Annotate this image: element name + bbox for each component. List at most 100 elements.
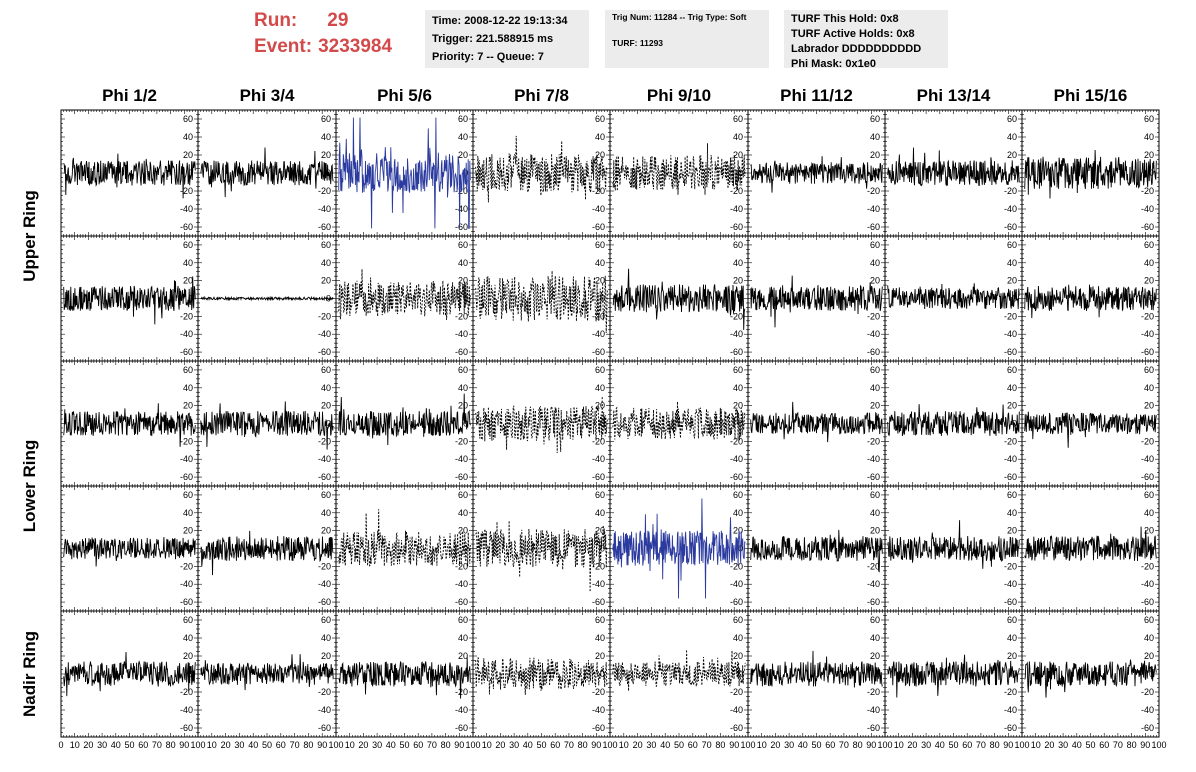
waveform-trace <box>1024 411 1157 448</box>
waveform-trace <box>63 276 196 325</box>
waveform-trace <box>200 147 334 198</box>
waveform-trace <box>63 403 196 447</box>
waveform-trace <box>475 135 608 203</box>
y-tick-label: 60 <box>733 114 743 124</box>
y-tick-label: 40 <box>183 258 193 268</box>
y-tick-label: 40 <box>1007 258 1017 268</box>
y-tick-label: -60 <box>867 222 880 232</box>
y-tick-label: 40 <box>321 383 331 393</box>
y-tick-label: 60 <box>733 490 743 500</box>
panel-r3-c2: 60 40 20 0 -20 -40 -60 <box>197 360 337 487</box>
y-tick-label: 20 <box>321 401 331 411</box>
waveform-trace <box>200 295 334 302</box>
waveform-trace <box>338 117 471 229</box>
waveform-trace <box>475 520 608 592</box>
y-tick-label: -60 <box>1141 472 1154 482</box>
y-tick-label: 60 <box>183 240 193 250</box>
y-tick-label: 20 <box>458 526 468 536</box>
y-tick-label: 60 <box>595 365 605 375</box>
time-info-box: Time: 2008-12-22 19:13:34 Trigger: 221.5… <box>425 10 589 68</box>
y-tick-label: -40 <box>1141 329 1154 339</box>
y-tick-label: -40 <box>1004 204 1017 214</box>
y-tick-label: -20 <box>180 436 193 446</box>
y-tick-label: -60 <box>180 472 193 482</box>
priority-text: Priority: 7 -- Queue: 7 <box>432 51 544 63</box>
y-tick-label: 40 <box>870 258 880 268</box>
y-tick-label: -20 <box>592 311 605 321</box>
y-tick-label: -60 <box>180 597 193 607</box>
y-tick-label: 60 <box>321 490 331 500</box>
y-tick-label: 0 <box>875 419 880 429</box>
y-tick-label: 40 <box>595 132 605 142</box>
y-tick-label: -20 <box>180 186 193 196</box>
y-tick-label: 20 <box>321 150 331 160</box>
y-tick-label: -20 <box>1004 311 1017 321</box>
y-tick-label: 20 <box>1144 150 1154 160</box>
y-tick-label: -20 <box>730 186 743 196</box>
waveform-trace <box>1024 284 1157 319</box>
y-tick-label: 0 <box>463 294 468 304</box>
y-tick-label: -20 <box>730 436 743 446</box>
column-header-1: Phi 1/2 <box>102 86 157 105</box>
waveform-trace <box>200 530 334 576</box>
waveform-trace <box>750 156 883 193</box>
y-tick-label: -20 <box>867 436 880 446</box>
y-tick-label: 40 <box>321 508 331 518</box>
y-tick-label: 60 <box>1144 240 1154 250</box>
y-tick-label: 20 <box>595 526 605 536</box>
y-tick-label: -60 <box>592 597 605 607</box>
y-tick-label: -20 <box>455 436 468 446</box>
y-tick-label: -60 <box>1141 222 1154 232</box>
y-tick-label: 20 <box>870 150 880 160</box>
y-tick-label: 40 <box>183 383 193 393</box>
y-tick-label: 20 <box>595 401 605 411</box>
y-tick-label: -40 <box>318 204 331 214</box>
y-tick-label: -40 <box>318 329 331 339</box>
y-tick-label: -60 <box>455 347 468 357</box>
y-tick-label: 20 <box>183 526 193 536</box>
y-tick-label: -60 <box>1004 472 1017 482</box>
waveform-trace <box>612 268 746 330</box>
run-value: 29 <box>327 10 349 31</box>
y-tick-label: -20 <box>730 311 743 321</box>
y-tick-label: 60 <box>870 114 880 124</box>
y-tick-label: 40 <box>733 258 743 268</box>
y-tick-label: 60 <box>458 490 468 500</box>
waveform-trace <box>750 275 883 328</box>
waveform-trace <box>338 509 471 567</box>
y-tick-label: 60 <box>321 365 331 375</box>
y-tick-label: -40 <box>867 204 880 214</box>
panel-r1-c6: 60 40 20 0 -20 -40 -60 <box>747 109 886 237</box>
y-tick-label: -20 <box>1141 186 1154 196</box>
waveform-trace <box>612 498 746 599</box>
waveform-trace <box>887 404 1020 437</box>
y-tick-label: 20 <box>733 401 743 411</box>
y-tick-label: 60 <box>733 240 743 250</box>
panel-frame <box>335 485 474 612</box>
y-tick-label: 60 <box>183 114 193 124</box>
y-tick-label: -40 <box>592 454 605 464</box>
waveform-trace <box>887 147 1020 187</box>
waveform-trace <box>612 401 746 441</box>
y-tick-label: 60 <box>458 114 468 124</box>
y-tick-label: 60 <box>870 240 880 250</box>
y-tick-label: -40 <box>180 454 193 464</box>
y-tick-label: -20 <box>730 561 743 571</box>
y-tick-label: -20 <box>867 186 880 196</box>
panel-r2-c2: 60 40 20 0 -20 -40 -60 <box>197 235 337 362</box>
y-tick-label: -20 <box>318 436 331 446</box>
y-tick-label: 40 <box>733 383 743 393</box>
y-tick-label: 60 <box>1007 114 1017 124</box>
y-tick-label: 60 <box>458 365 468 375</box>
y-tick-label: -40 <box>730 329 743 339</box>
